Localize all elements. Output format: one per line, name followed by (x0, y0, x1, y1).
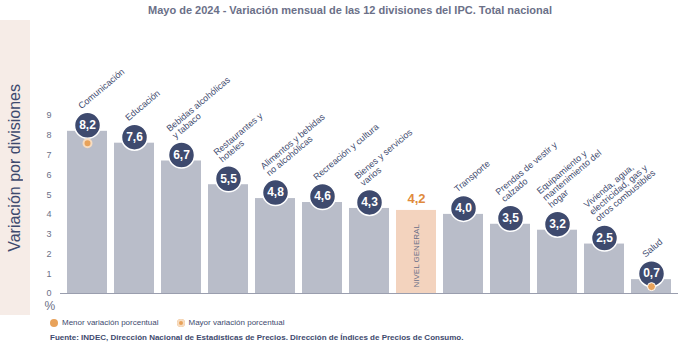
svg-text:2: 2 (46, 249, 51, 259)
svg-text:7,6: 7,6 (126, 130, 143, 144)
svg-text:4,2: 4,2 (407, 191, 425, 206)
svg-text:8: 8 (46, 130, 51, 140)
svg-text:Restaurantes yhoteles: Restaurantes yhoteles (212, 110, 271, 164)
svg-text:9: 9 (46, 110, 51, 120)
svg-text:Comunicación: Comunicación (76, 67, 126, 111)
svg-text:NIVEL GENERAL: NIVEL GENERAL (412, 224, 421, 288)
svg-text:5,5: 5,5 (220, 172, 237, 186)
svg-text:4,3: 4,3 (361, 195, 378, 209)
svg-text:Educación: Educación (123, 88, 162, 123)
svg-text:3,5: 3,5 (502, 211, 519, 225)
svg-text:6: 6 (46, 170, 51, 180)
svg-text:Bebidas alcohólicasy tabaco: Bebidas alcohólicasy tabaco (165, 75, 239, 141)
svg-text:8,2: 8,2 (79, 118, 96, 132)
svg-text:2,5: 2,5 (596, 231, 613, 245)
svg-text:4: 4 (46, 209, 51, 219)
svg-text:4,8: 4,8 (267, 185, 284, 199)
svg-text:Vivienda, agua,electricidad, g: Vivienda, agua,electricidad, gas yotros … (582, 154, 658, 224)
svg-text:4,0: 4,0 (455, 201, 472, 215)
svg-text:3,2: 3,2 (549, 217, 566, 231)
svg-text:4,6: 4,6 (314, 189, 331, 203)
svg-text:0: 0 (46, 288, 51, 298)
svg-text:6,7: 6,7 (173, 148, 190, 162)
svg-text:Salud: Salud (640, 237, 664, 259)
svg-text:3: 3 (46, 229, 51, 239)
svg-text:Bienes y serviciosvarios: Bienes y serviciosvarios (353, 127, 421, 188)
svg-text:0,7: 0,7 (643, 266, 660, 280)
svg-text:7: 7 (46, 150, 51, 160)
svg-text:%: % (45, 299, 56, 313)
svg-text:Transporte: Transporte (452, 159, 492, 194)
svg-text:5: 5 (46, 189, 51, 199)
svg-text:1: 1 (46, 269, 51, 279)
